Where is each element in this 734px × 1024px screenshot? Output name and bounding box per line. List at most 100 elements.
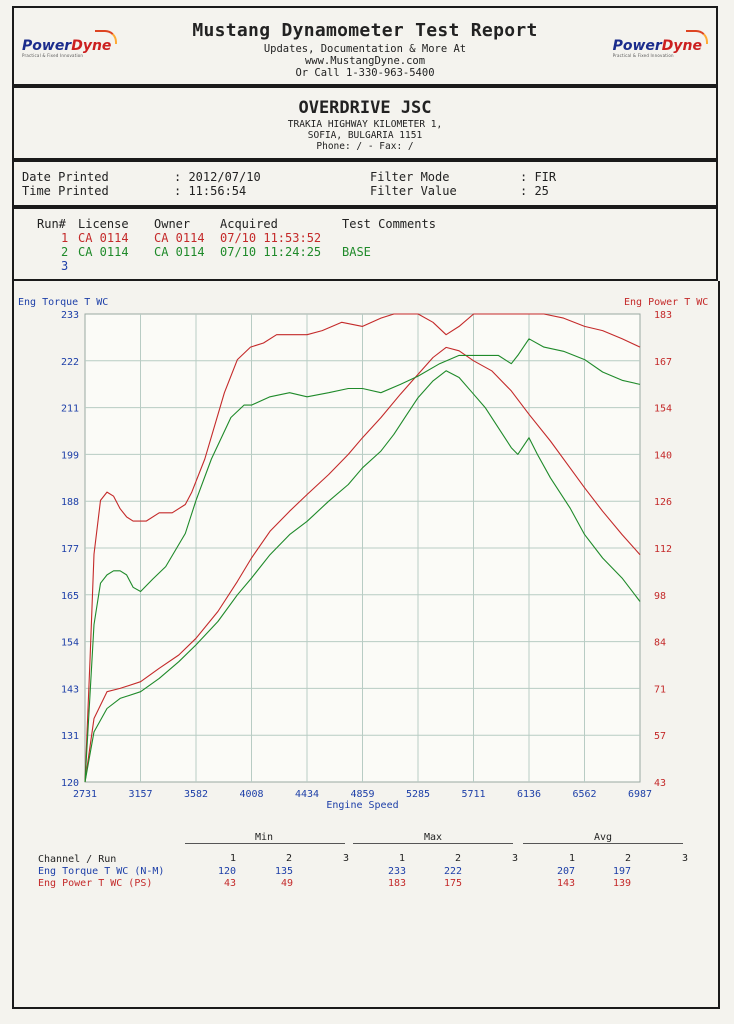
right-tick-label: 57	[654, 731, 666, 742]
x-tick-label: 5711	[461, 789, 485, 800]
x-tick-label: 3582	[184, 789, 208, 800]
left-tick-label: 120	[61, 778, 79, 789]
run-1-license: CA 0114	[78, 231, 129, 245]
x-tick-label: 6562	[572, 789, 596, 800]
stats-power-avg-2: 139	[613, 878, 632, 889]
right-tick-label: 140	[654, 450, 672, 461]
x-tick-label: 6987	[628, 789, 652, 800]
right-tick-label: 112	[654, 544, 672, 555]
stats-torque-avg-2: 197	[613, 866, 632, 877]
stats-group-min: Min	[255, 832, 274, 843]
report-title: Mustang Dynamometer Test Report	[192, 20, 538, 41]
stats-power-max-1: 183	[388, 878, 407, 889]
filter-value-value: : 25	[520, 184, 549, 198]
stats-torque-max-1: 233	[388, 866, 407, 877]
filter-mode-label: Filter Mode	[370, 170, 450, 184]
right-tick-label: 71	[654, 684, 666, 695]
stats-avg-run-2: 2	[625, 853, 632, 864]
header-phone: Or Call 1-330-963-5400	[295, 67, 435, 79]
right-axis-title: Eng Power T WC	[624, 297, 709, 308]
stats-torque-label: Eng Torque T WC (N-M)	[38, 866, 165, 877]
time-printed-value: : 11:56:54	[174, 184, 247, 198]
x-tick-label: 4434	[295, 789, 319, 800]
stats-channel-run-header: Channel / Run	[38, 854, 117, 865]
run-2-acquired: 07/10 11:24:25	[220, 245, 322, 259]
run-2-number: 2	[61, 245, 69, 259]
header-url: www.MustangDyne.com	[304, 55, 426, 67]
left-tick-label: 222	[61, 357, 79, 368]
left-tick-label: 211	[61, 404, 79, 415]
right-tick-label: 154	[654, 404, 672, 415]
dyno-chart: 2731 3157 3582 4008 4434 4859 5285 5711 6136 6562…	[61, 310, 672, 811]
left-tick-label: 154	[61, 638, 79, 649]
runs-header-owner: Owner	[154, 217, 191, 231]
stats-min-run-3: 3	[343, 853, 350, 864]
left-tick-label: 233	[61, 310, 79, 321]
run-2-license: CA 0114	[78, 245, 129, 259]
left-axis-title: Eng Torque T WC	[18, 297, 109, 308]
shop-phone-fax: Phone: / - Fax: /	[316, 141, 414, 152]
stats-torque-max-2: 222	[444, 866, 463, 877]
stats-power-min-1: 43	[224, 878, 237, 889]
left-tick-label: 188	[61, 497, 79, 508]
shop-name: OVERDRIVE JSC	[298, 98, 432, 118]
chart-panel	[12, 281, 720, 1009]
stats-min-run-2: 2	[286, 853, 293, 864]
report-header: PowerDyne Practical & Fixed Innovation M…	[12, 6, 718, 86]
series-line-run1-torque	[84, 313, 641, 783]
left-tick-label: 199	[61, 450, 79, 461]
stats-avg-run-1: 1	[569, 853, 576, 864]
stats-min-rule	[185, 843, 345, 844]
run-1-number: 1	[61, 231, 69, 245]
x-tick-label: 4859	[350, 789, 374, 800]
x-tick-label: 3157	[128, 789, 152, 800]
shop-address-1: TRAKIA HIGHWAY KILOMETER 1,	[287, 119, 443, 130]
x-tick-label: 2731	[73, 789, 97, 800]
stats-avg-run-3: 3	[682, 853, 689, 864]
right-tick-label: 98	[654, 591, 666, 602]
run-3-number: 3	[61, 259, 69, 273]
date-printed-value: : 2012/07/10	[174, 170, 261, 184]
x-tick-label: 6136	[517, 789, 541, 800]
stats-min-run-1: 1	[230, 853, 237, 864]
filter-mode-value: : FIR	[520, 170, 557, 184]
runs-header-license: License	[78, 217, 129, 231]
runs-header-acquired: Acquired	[220, 217, 278, 231]
x-tick-label: 4008	[239, 789, 263, 800]
powerdyne-logo-right: PowerDyne Practical & Fixed Innovation	[613, 30, 708, 58]
left-tick-label: 177	[61, 544, 79, 555]
stats-power-min-2: 49	[281, 878, 294, 889]
x-tick-label: 5285	[406, 789, 430, 800]
stats-group-max: Max	[424, 832, 443, 843]
right-tick-label: 167	[654, 357, 672, 368]
date-printed-label: Date Printed	[22, 170, 109, 184]
run-2-owner: CA 0114	[154, 245, 205, 259]
stats-group-avg: Avg	[594, 832, 613, 843]
right-tick-label: 84	[654, 638, 666, 649]
filter-value-label: Filter Value	[370, 184, 457, 198]
run-2-comment: BASE	[342, 245, 371, 259]
right-tick-label: 43	[654, 778, 666, 789]
stats-max-run-1: 1	[399, 853, 406, 864]
stats-torque-min-2: 135	[275, 866, 294, 877]
stats-torque-min-1: 120	[218, 866, 237, 877]
runs-table: Run# License Owner Acquired Test Comment…	[12, 207, 718, 281]
stats-power-label: Eng Power T WC (PS)	[38, 878, 153, 889]
run-1-acquired: 07/10 11:53:52	[220, 231, 322, 245]
stats-max-run-2: 2	[455, 853, 462, 864]
left-tick-label: 143	[61, 684, 79, 695]
stats-max-run-3: 3	[512, 853, 519, 864]
left-tick-label: 165	[61, 591, 79, 602]
right-tick-label: 183	[654, 310, 672, 321]
stats-max-rule	[353, 843, 513, 844]
shop-address-2: SOFIA, BULGARIA 1151	[307, 130, 423, 141]
stats-power-max-2: 175	[444, 878, 463, 889]
x-axis-title: Engine Speed	[326, 800, 398, 811]
series-line-run2-power	[84, 370, 641, 783]
right-tick-label: 126	[654, 497, 672, 508]
stats-avg-rule	[523, 843, 683, 844]
header-line-1: Updates, Documentation & More At	[263, 43, 467, 55]
stats-power-avg-1: 143	[557, 878, 576, 889]
run-1-owner: CA 0114	[154, 231, 205, 245]
series-line-run2-torque	[84, 338, 641, 783]
